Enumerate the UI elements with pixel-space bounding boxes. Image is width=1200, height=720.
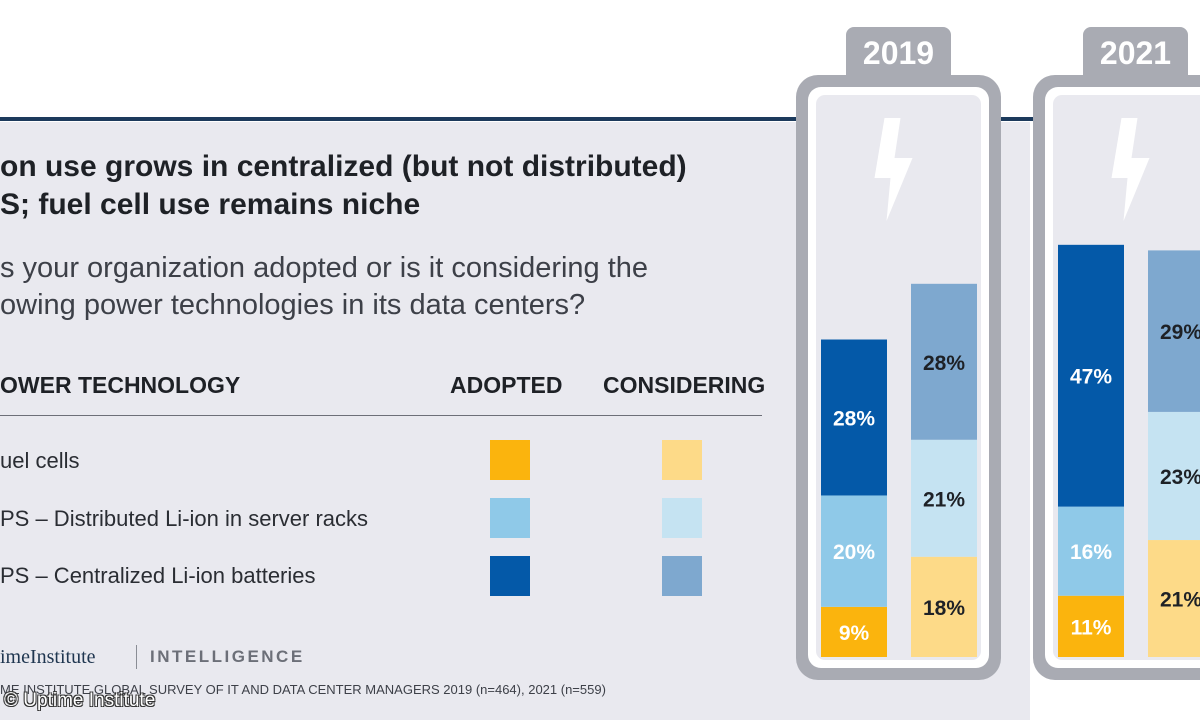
battery-terminal-2019 [846, 27, 951, 87]
legend-label-fuel-cells: uel cells [0, 448, 80, 473]
lightning-icon-2021 [1111, 118, 1150, 221]
chart-title-line-1: on use grows in centralized (but not dis… [0, 150, 687, 183]
legend-label-distributed: PS – Distributed Li-ion in server racks [0, 506, 369, 531]
bar-2019-adopted-centralized [821, 339, 887, 496]
bar-label-2019-adopted-centralized: 28% [833, 407, 875, 430]
legend-header-adopted: ADOPTED [450, 372, 563, 398]
bar-label-2021-considering-fuel: 21% [1160, 589, 1200, 612]
bar-2021-adopted-fuel [1058, 595, 1124, 657]
bar-label-2021-adopted-distributed: 16% [1070, 541, 1112, 564]
battery-terminal-2021 [1083, 27, 1188, 87]
bar-2019-considering-distributed [911, 439, 977, 557]
legend-swatch-centralized-adopted [490, 556, 530, 596]
legend-swatch-fuel-adopted [490, 440, 530, 480]
legend-divider [0, 415, 762, 416]
year-label-2019: 2019 [863, 35, 934, 71]
bar-label-2019-considering-centralized: 28% [923, 352, 965, 375]
bar-2019-adopted-fuel [821, 606, 887, 657]
bar-label-2019-adopted-fuel: 9% [839, 622, 870, 645]
bar-label-2019-considering-fuel: 18% [923, 597, 965, 620]
bar-label-2021-considering-distributed: 23% [1160, 466, 1200, 489]
header-rule [0, 117, 1035, 121]
bar-2021-adopted-distributed [1058, 506, 1124, 596]
year-label-2021: 2021 [1100, 35, 1171, 71]
bar-2019-adopted-distributed [821, 495, 887, 607]
bar-2019-considering-fuel [911, 556, 977, 657]
legend-header-technology: OWER TECHNOLOGY [0, 372, 241, 398]
legend-swatch-distributed-considering [662, 498, 702, 538]
bar-label-2021-considering-centralized: 29% [1160, 321, 1200, 344]
legend-swatch-distributed-adopted [490, 498, 530, 538]
brand-subtitle: INTELLIGENCE [150, 647, 305, 666]
legend-swatch-centralized-considering [662, 556, 702, 596]
bar-2019-considering-centralized [911, 283, 977, 440]
bar-2021-considering-centralized [1148, 250, 1200, 412]
bar-label-2019-considering-distributed: 21% [923, 488, 965, 511]
bar-label-2021-adopted-fuel: 11% [1071, 616, 1112, 639]
legend-header-considering: CONSIDERING [603, 372, 766, 398]
legend-label-centralized: PS – Centralized Li-ion batteries [0, 563, 316, 588]
chart-title-line-2: S; fuel cell use remains niche [0, 188, 421, 221]
brand-separator [136, 645, 137, 669]
copyright-watermark: © Uptime Institute [4, 690, 156, 711]
legend-swatch-fuel-considering [662, 440, 702, 480]
bar-2021-considering-distributed [1148, 411, 1200, 541]
bar-label-2021-adopted-centralized: 47% [1070, 366, 1112, 389]
brand-logo: imeInstitute [0, 646, 96, 668]
question-line-2: owing power technologies in its data cen… [0, 289, 586, 321]
question-line-1: s your organization adopted or is it con… [0, 252, 649, 284]
bar-2021-adopted-centralized [1058, 244, 1124, 507]
bar-2021-considering-fuel [1148, 540, 1200, 657]
source-note: ME INSTITUTE GLOBAL SURVEY OF IT AND DAT… [0, 682, 606, 697]
bar-label-2019-adopted-distributed: 20% [833, 541, 875, 564]
lightning-icon-2019 [874, 118, 913, 221]
